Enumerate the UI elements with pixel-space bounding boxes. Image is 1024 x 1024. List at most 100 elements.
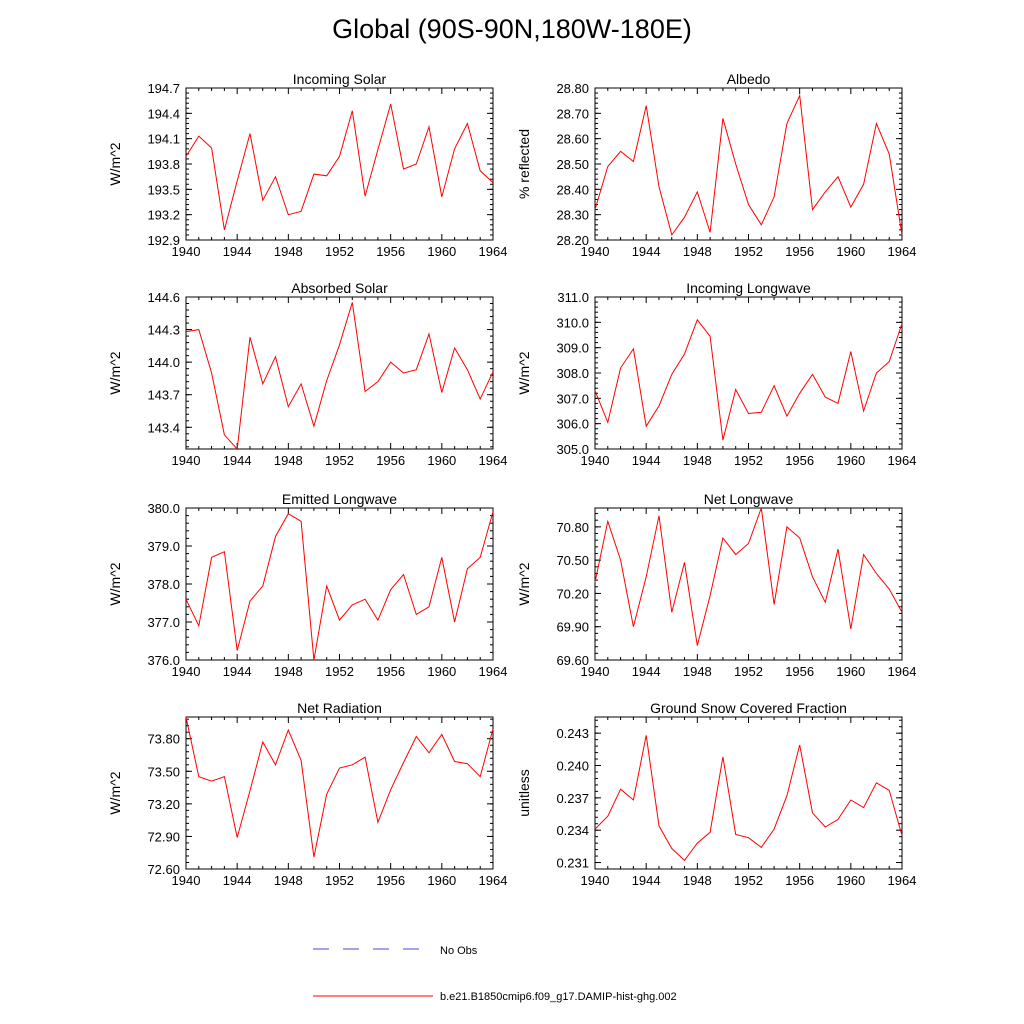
y-tick-label: 143.4 [147, 420, 180, 435]
x-tick-label: 1948 [274, 664, 303, 679]
panel-title: Net Longwave [704, 491, 794, 507]
y-tick-label: 377.0 [147, 615, 180, 630]
y-tick-label: 194.1 [147, 132, 180, 147]
x-tick-label: 1948 [274, 244, 303, 259]
series-line [594, 93, 903, 237]
plot-frame [185, 87, 494, 241]
plot-frame [594, 87, 903, 241]
y-tick-label: 70.20 [556, 586, 589, 601]
plot-frame [594, 716, 903, 870]
x-tick-label: 1952 [325, 873, 354, 888]
x-tick-label: 1960 [836, 453, 865, 468]
x-tick-label: 1960 [427, 453, 456, 468]
chart-panel-2: 1940 1944 1948 1952 1956 1960 1964 28.20 28.30 28… [516, 71, 916, 259]
y-tick-label: 193.8 [147, 157, 180, 172]
x-tick-label: 1952 [734, 244, 763, 259]
y-axis-label: W/m^2 [107, 142, 123, 185]
y-axis-label: unitless [516, 769, 532, 816]
x-tick-label: 1944 [223, 453, 252, 468]
y-tick-label: 73.20 [147, 797, 180, 812]
panel-title: Net Radiation [297, 700, 382, 716]
y-tick-label: 144.0 [147, 355, 180, 370]
x-tick-label: 1964 [479, 664, 508, 679]
y-axis-label: W/m^2 [107, 351, 123, 394]
chart-panel-1: 1940 1944 1948 1952 1956 1960 1964 192.9 193.2 19… [107, 71, 507, 259]
y-axis-label: W/m^2 [516, 562, 532, 605]
y-tick-label: 311.0 [557, 290, 589, 305]
series-line [185, 103, 494, 231]
x-tick-label: 1960 [427, 664, 456, 679]
plot-frame [594, 296, 903, 450]
x-tick-label: 1956 [785, 244, 814, 259]
x-tick-label: 1944 [632, 664, 661, 679]
panel-title: Ground Snow Covered Fraction [650, 700, 847, 716]
series-line [594, 507, 903, 646]
y-tick-label: 194.7 [147, 81, 180, 96]
y-tick-label: 306.0 [556, 417, 589, 432]
y-tick-label: 143.7 [147, 388, 180, 403]
y-tick-label: 28.50 [556, 157, 589, 172]
y-tick-label: 380.0 [147, 501, 180, 516]
x-tick-label: 1940 [581, 873, 610, 888]
x-tick-label: 1952 [734, 873, 763, 888]
x-tick-label: 1956 [785, 873, 814, 888]
x-tick-label: 1960 [836, 873, 865, 888]
chart-panel-7: 1940 1944 1948 1952 1956 1960 1964 72.60 72.90 73… [107, 700, 507, 888]
x-tick-label: 1944 [632, 244, 661, 259]
chart-panel-4: 1940 1944 1948 1952 1956 1960 1964 305.0 306.0 30… [516, 280, 916, 468]
y-tick-label: 379.0 [147, 539, 180, 554]
x-tick-label: 1940 [581, 453, 610, 468]
x-tick-label: 1940 [581, 664, 610, 679]
x-tick-label: 1940 [172, 453, 201, 468]
x-tick-label: 1944 [223, 873, 252, 888]
x-tick-label: 1960 [836, 664, 865, 679]
series-line [185, 716, 494, 858]
y-tick-label: 72.60 [147, 862, 180, 877]
x-tick-label: 1944 [632, 453, 661, 468]
x-tick-label: 1956 [785, 453, 814, 468]
chart-panel-6: 1940 1944 1948 1952 1956 1960 1964 69.60 69.90 70… [516, 491, 916, 679]
y-tick-label: 193.5 [147, 182, 180, 197]
y-axis-label: % reflected [516, 129, 532, 199]
y-tick-label: 144.6 [147, 290, 180, 305]
y-axis-label: W/m^2 [107, 562, 123, 605]
legend: No Obs b.e21.B1850cmip6.f09_g17.DAMIP-hi… [313, 945, 677, 1003]
x-tick-label: 1952 [325, 244, 354, 259]
x-tick-label: 1948 [683, 873, 712, 888]
y-tick-label: 73.50 [147, 764, 180, 779]
y-tick-label: 305.0 [556, 442, 589, 457]
y-tick-label: 28.60 [556, 132, 589, 147]
x-tick-label: 1940 [172, 244, 201, 259]
y-tick-label: 70.50 [556, 553, 589, 568]
panel-title: Albedo [727, 71, 771, 87]
y-axis-label: W/m^2 [516, 351, 532, 394]
x-tick-label: 1952 [325, 453, 354, 468]
y-axis-label: W/m^2 [107, 771, 123, 814]
y-tick-label: 307.0 [556, 391, 589, 406]
x-tick-label: 1952 [734, 664, 763, 679]
x-tick-label: 1940 [581, 244, 610, 259]
panel-title: Absorbed Solar [291, 280, 388, 296]
x-tick-label: 1948 [683, 664, 712, 679]
y-tick-label: 0.240 [556, 759, 589, 774]
x-tick-label: 1956 [376, 664, 405, 679]
panel-title: Incoming Longwave [686, 280, 811, 296]
panel-title: Incoming Solar [293, 71, 387, 87]
x-tick-label: 1964 [888, 873, 917, 888]
x-tick-label: 1952 [734, 453, 763, 468]
y-tick-label: 309.0 [556, 341, 589, 356]
chart-panel-8: 1940 1944 1948 1952 1956 1960 1964 0.231 0.234 0.… [516, 700, 916, 888]
y-tick-label: 378.0 [147, 577, 180, 592]
y-tick-label: 28.30 [556, 208, 589, 223]
plot-frame [594, 507, 903, 661]
series-line [185, 511, 494, 661]
series-line [594, 318, 903, 441]
x-tick-label: 1948 [683, 244, 712, 259]
y-tick-label: 28.70 [556, 106, 589, 121]
x-tick-label: 1956 [376, 244, 405, 259]
legend-model-label: b.e21.B1850cmip6.f09_g17.DAMIP-hist-ghg.… [440, 991, 677, 1003]
y-tick-label: 69.60 [556, 653, 589, 668]
x-tick-label: 1948 [683, 453, 712, 468]
y-tick-label: 0.243 [556, 726, 589, 741]
